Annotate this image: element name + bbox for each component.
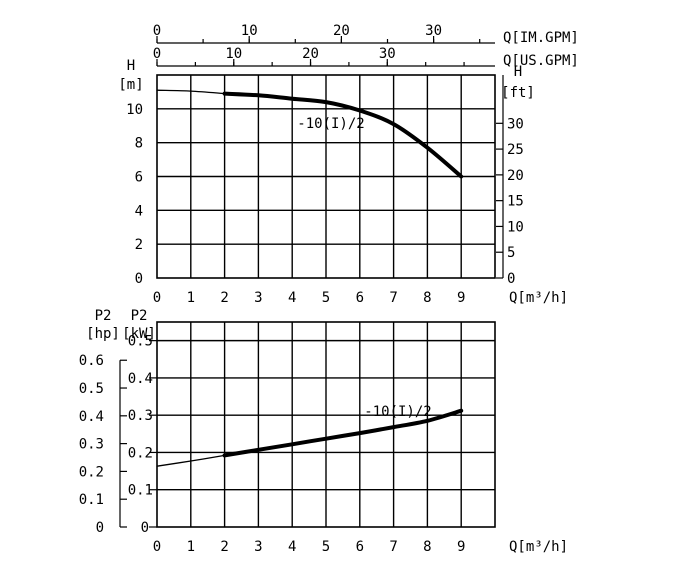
power-kw-tick-label: 0.2 (128, 445, 153, 461)
power-x-tick-label: 0 (153, 539, 161, 555)
power-x-tick-label: 5 (322, 539, 330, 555)
head-point-8 (426, 147, 428, 149)
head-top-axis-label: Q[US.GPM] (503, 53, 579, 69)
power-kw-tick-label: 0.5 (128, 334, 153, 350)
power-hp-tick-label: 0.1 (79, 492, 104, 508)
head-right-unit-symbol: H (514, 64, 522, 80)
power-hp-tick-label: 0.5 (79, 381, 104, 397)
power-x-axis-label: Q[m³/h] (509, 539, 568, 555)
head-top-tick-label: 20 (333, 23, 350, 39)
head-point-3 (257, 94, 259, 96)
head-top-tick-label: 20 (302, 46, 319, 62)
power-x-tick-label: 1 (187, 539, 195, 555)
power-x-tick-label: 6 (356, 539, 364, 555)
head-point-1 (190, 90, 192, 92)
power-point-8 (426, 420, 428, 422)
head-y-tick-label: 2 (135, 237, 143, 253)
head-top-tick-label: 30 (379, 46, 396, 62)
power-hp-tick-label: 0.2 (79, 464, 104, 480)
head-point-2 (224, 93, 226, 95)
head-x-tick-label: 0 (153, 290, 161, 306)
head-y-tick-label: 6 (135, 170, 143, 186)
power-x-tick-label: 7 (389, 539, 397, 555)
head-top-tick-label: 10 (225, 46, 242, 62)
power-kw-unit: [kW] (122, 326, 156, 342)
head-point-6 (359, 109, 361, 112)
power-kw-unit-symbol: P2 (131, 308, 148, 324)
power-hp-unit: [hp] (86, 326, 120, 342)
head-top-tick-label: 0 (153, 23, 161, 39)
power-panel: 00.10.20.30.40.50 1 2 3 4 5 6 7 8 9 Q[m³/h]P2[kW]0… (79, 308, 568, 555)
head-right-unit: [ft] (501, 85, 535, 101)
head-right-tick-label: 10 (507, 219, 524, 235)
power-series-label: -10(I)/2 (364, 404, 431, 420)
head-point-7 (393, 123, 395, 125)
head-series-label: -10(I)/2 (297, 116, 364, 132)
head-x-tick-label: 8 (423, 290, 431, 306)
head-y-tick-label: 0 (135, 271, 143, 287)
head-left-unit-symbol: H (127, 58, 135, 74)
head-point-0 (156, 89, 158, 91)
power-point-4 (291, 443, 293, 445)
power-point-5 (325, 438, 327, 440)
head-point-9 (460, 175, 462, 178)
head-x-tick-label: 3 (254, 290, 262, 306)
head-top-tick-label: 0 (153, 46, 161, 62)
head-x-tick-label: 7 (389, 290, 397, 306)
power-kw-tick-label: 0.4 (128, 371, 153, 387)
head-x-tick-label: 6 (356, 290, 364, 306)
head-top-tick-label: 30 (425, 23, 442, 39)
head-x-tick-label: 4 (288, 290, 296, 306)
head-point-5 (325, 101, 327, 103)
power-point-0 (156, 465, 158, 467)
power-point-7 (393, 426, 395, 428)
power-kw-tick-label: 0.1 (128, 483, 153, 499)
head-right-tick-label: 20 (507, 168, 524, 184)
head-x-tick-label: 1 (187, 290, 195, 306)
power-hp-tick-label: 0.3 (79, 437, 104, 453)
head-top-tick-label: 10 (241, 23, 258, 39)
head-y-tick-label: 8 (135, 136, 143, 152)
head-right-tick-label: 15 (507, 194, 524, 210)
power-x-tick-label: 4 (288, 539, 296, 555)
power-point-2 (224, 454, 226, 457)
head-x-tick-label: 5 (322, 290, 330, 306)
power-hp-tick-label: 0 (96, 520, 104, 536)
power-hp-tick-label: 0.6 (79, 353, 104, 369)
power-hp-unit-symbol: P2 (95, 308, 112, 324)
head-panel: 0 2 4 6 8 10 0 1 2 3 4 5 6 7 8 9 Q[m³/h] H [m] 0 5 10 15 20 25 30… (118, 23, 579, 306)
power-kw-tick-label: 0.3 (128, 408, 153, 424)
head-right-tick-label: 0 (507, 271, 515, 287)
head-x-axis-label: Q[m³/h] (509, 290, 568, 306)
head-right-tick-label: 30 (507, 116, 524, 132)
power-point-9 (460, 410, 462, 412)
power-point-3 (257, 449, 259, 451)
power-x-tick-label: 3 (254, 539, 262, 555)
power-x-tick-label: 9 (457, 539, 465, 555)
power-x-tick-label: 8 (423, 539, 431, 555)
power-point-1 (190, 460, 192, 462)
head-y-tick-label: 4 (135, 203, 143, 219)
head-curve-series (222, 91, 464, 179)
head-left-unit: [m] (118, 77, 143, 93)
power-point-6 (359, 432, 361, 434)
power-curve-series (222, 408, 464, 458)
head-x-tick-label: 2 (220, 290, 228, 306)
head-point-4 (291, 98, 293, 100)
head-top-axis-label: Q[IM.GPM] (503, 30, 579, 46)
power-x-tick-label: 2 (220, 539, 228, 555)
power-kw-tick-label: 0 (141, 520, 149, 536)
head-right-tick-label: 25 (507, 142, 524, 158)
power-hp-tick-label: 0.4 (79, 409, 104, 425)
head-y-tick-label: 10 (126, 102, 143, 118)
head-x-tick-label: 9 (457, 290, 465, 306)
head-right-tick-label: 5 (507, 245, 515, 261)
